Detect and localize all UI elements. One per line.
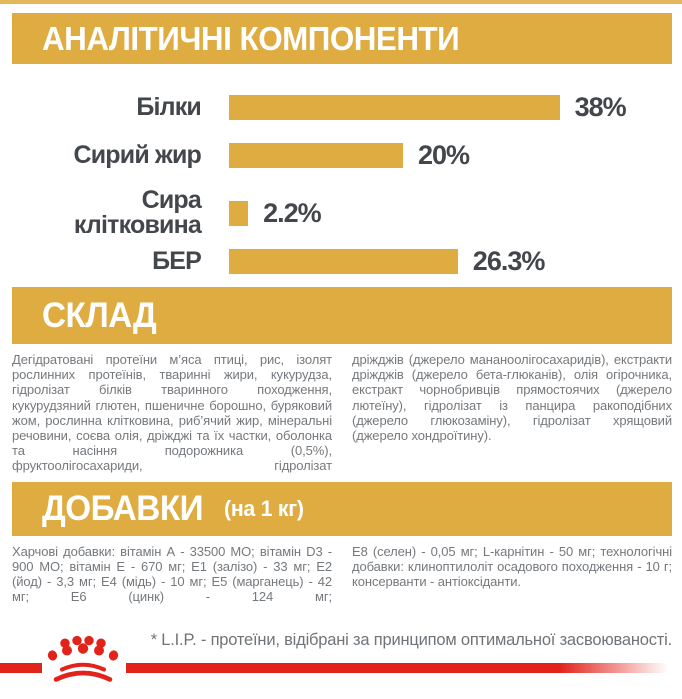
chart-label-proteins: Білки xyxy=(136,93,201,121)
composition-title: СКЛАД xyxy=(42,295,157,335)
additives-subtitle: (на 1 кг) xyxy=(223,495,304,521)
chart-value-fat: 20% xyxy=(418,140,470,170)
composition-column-right: дріжджів (джерело мананоолігосахаридів),… xyxy=(352,352,672,444)
top-divider xyxy=(0,0,682,4)
chart-value-proteins: 38% xyxy=(574,92,627,122)
chart-bar-fiber xyxy=(229,200,249,226)
section-header-composition: СКЛАД xyxy=(12,287,672,344)
chart-bar-nfe xyxy=(229,249,458,274)
additives-title: ДОБАВКИ xyxy=(42,488,204,528)
chart-label-nfe: БЕР xyxy=(152,247,202,275)
composition-column-left: Дегідратовані протеїни м’яса птиці, рис,… xyxy=(12,352,332,474)
additives-text: Харчові добавки: вітамін А - 33500 МО; в… xyxy=(12,544,672,605)
analytical-title: АНАЛІТИЧНІ КОМПОНЕНТИ xyxy=(42,19,460,57)
section-header-analytical: АНАЛІТИЧНІ КОМПОНЕНТИ xyxy=(12,13,672,64)
chart-value-fiber: 2.2% xyxy=(263,197,322,228)
chart-bar-proteins xyxy=(229,95,560,120)
section-header-additives: ДОБАВКИ (на 1 кг) xyxy=(12,481,672,536)
lip-footnote: * L.I.P. - протеїни, відібрані за принци… xyxy=(150,631,672,650)
composition-text: Дегідратовані протеїни м’яса птиці, рис,… xyxy=(12,352,672,474)
analytical-bar-chart: Білки 38% Сирий жир 20% Сира клітковина … xyxy=(0,92,682,277)
chart-row-fat: Сирий жир 20% xyxy=(0,140,682,171)
additives-column-right: Е8 (селен) - 0,05 мг; L-карнітин - 50 мг… xyxy=(352,543,672,590)
chart-row-nfe: БЕР 26.3% xyxy=(0,246,682,277)
royal-canin-crown-icon xyxy=(47,636,119,683)
chart-label-fat: Сирий жир xyxy=(73,141,201,169)
additives-column-left: Харчові добавки: вітамін А - 33500 МО; в… xyxy=(12,543,332,605)
red-divider-right xyxy=(126,663,668,674)
footer: * L.I.P. - протеїни, відібрані за принци… xyxy=(0,604,682,699)
chart-bar-fat xyxy=(229,143,403,168)
chart-value-nfe: 26.3% xyxy=(472,246,546,276)
red-divider-left xyxy=(0,663,42,674)
chart-label-fiber: Сира клітковина xyxy=(73,186,202,239)
chart-row-proteins: Білки 38% xyxy=(0,92,682,123)
chart-row-fiber: Сира клітковина 2.2% xyxy=(0,188,682,238)
